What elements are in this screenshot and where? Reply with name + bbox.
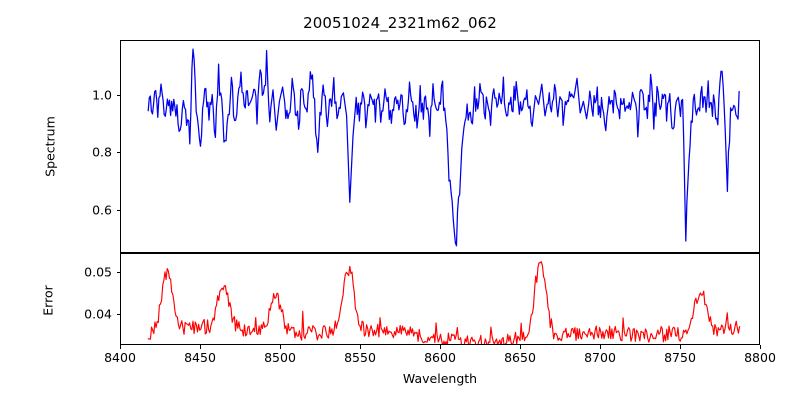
y-axis-tick-label-error: 0.04 [84, 306, 112, 322]
y-axis-label-error: Error [40, 285, 56, 316]
y-axis-tick-mark-spectrum [116, 209, 120, 211]
y-axis-tick-label-spectrum: 0.8 [92, 144, 112, 160]
y-axis-tick-mark-spectrum [116, 94, 120, 96]
y-axis-tick-label-error: 0.05 [84, 264, 112, 280]
x-axis-tick-mark [680, 345, 682, 349]
x-axis-tick-label: 8600 [424, 350, 456, 365]
error-plot-axes [120, 253, 760, 345]
x-axis-tick-label: 8400 [104, 350, 136, 365]
error-line-series [147, 261, 741, 344]
x-axis-tick-label: 8800 [744, 350, 776, 365]
x-axis-tick-mark [200, 345, 202, 349]
x-axis-tick-mark [120, 345, 122, 349]
y-axis-tick-mark-error [116, 313, 120, 315]
x-axis-tick-mark [600, 345, 602, 349]
page-title: 20051024_2321m62_062 [303, 14, 497, 32]
x-axis-tick-mark [280, 345, 282, 349]
y-axis-tick-label-spectrum: 1.0 [92, 87, 112, 103]
x-axis-tick-mark [440, 345, 442, 349]
y-axis-tick-mark-spectrum [116, 152, 120, 154]
x-axis-label-wavelength: Wavelength [402, 371, 478, 386]
x-axis-tick-label: 8450 [184, 350, 216, 365]
x-axis-tick-mark [760, 345, 762, 349]
x-axis-tick-label: 8500 [264, 350, 296, 365]
y-axis-tick-label-spectrum: 0.6 [92, 202, 112, 218]
x-axis-tick-label: 8650 [504, 350, 536, 365]
x-axis-tick-mark [520, 345, 522, 349]
y-axis-tick-mark-error [116, 271, 120, 273]
spectrum-line-series [147, 48, 740, 247]
spectrum-plot-axes [120, 40, 760, 253]
x-axis-tick-label: 8550 [344, 350, 376, 365]
y-axis-label-spectrum: Spectrum [42, 116, 58, 177]
x-axis-tick-mark [360, 345, 362, 349]
x-axis-tick-label: 8700 [584, 350, 616, 365]
x-axis-tick-label: 8750 [664, 350, 696, 365]
